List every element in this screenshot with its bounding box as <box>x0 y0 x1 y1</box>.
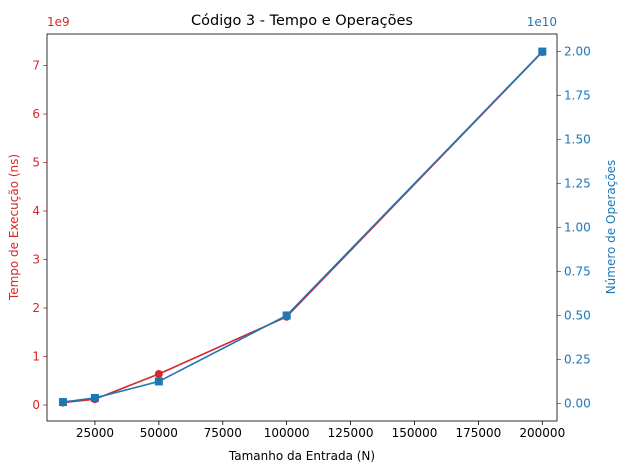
plot-frame <box>46 33 558 422</box>
y-right-axis-label: Número de Operações <box>604 160 618 295</box>
series-2-point <box>154 377 163 386</box>
series-1-point <box>154 369 163 378</box>
series-2-point <box>90 393 99 402</box>
series-2-point <box>538 47 547 56</box>
x-tick-label: 50000 <box>140 426 178 440</box>
y-left-axis-label: Tempo de Execução (ns) <box>7 154 21 301</box>
y-right-tick-label: 2.00 <box>564 45 591 59</box>
y-right-tick-label: 1.75 <box>564 89 591 103</box>
y-right-tick-label: 1.50 <box>564 133 591 147</box>
chart-title: Código 3 - Tempo e Operações <box>191 13 413 29</box>
y-left-tick-label: 2 <box>32 301 40 315</box>
y-left-tick-label: 1 <box>32 350 40 364</box>
y-right-tick-label: 1.25 <box>564 177 591 191</box>
y-right-offset-text: 1e10 <box>527 15 557 29</box>
y-left-tick-label: 6 <box>32 107 40 121</box>
y-right-tick-label: 0.75 <box>564 264 591 278</box>
x-tick-label: 175000 <box>455 426 501 440</box>
series-2-point <box>58 398 67 407</box>
y-left-offset-text: 1e9 <box>47 15 70 29</box>
y-left-tick-label: 4 <box>32 204 40 218</box>
series-2-point <box>282 311 291 320</box>
x-tick-label: 200000 <box>519 426 565 440</box>
y-left-tick-label: 7 <box>32 59 40 73</box>
y-right-tick-label: 0.00 <box>564 396 591 410</box>
plot-area: 25000 50000 75000 100000 125000 150000 175000 2… <box>32 33 591 440</box>
y-right-tick-label: 0.50 <box>564 308 591 322</box>
x-axis-label: Tamanho da Entrada (N) <box>228 449 375 463</box>
x-tick-label: 125000 <box>328 426 374 440</box>
y-left-tick-label: 5 <box>32 156 40 170</box>
y-right-tick-label: 1.00 <box>564 221 591 235</box>
y-left-tick-label: 0 <box>32 398 40 412</box>
x-tick-label: 75000 <box>204 426 242 440</box>
x-tick-label: 25000 <box>76 426 114 440</box>
y-right-tick-label: 0.25 <box>564 352 591 366</box>
x-tick-label: 100000 <box>264 426 310 440</box>
y-left-tick-label: 3 <box>32 253 40 267</box>
x-tick-label: 150000 <box>392 426 438 440</box>
